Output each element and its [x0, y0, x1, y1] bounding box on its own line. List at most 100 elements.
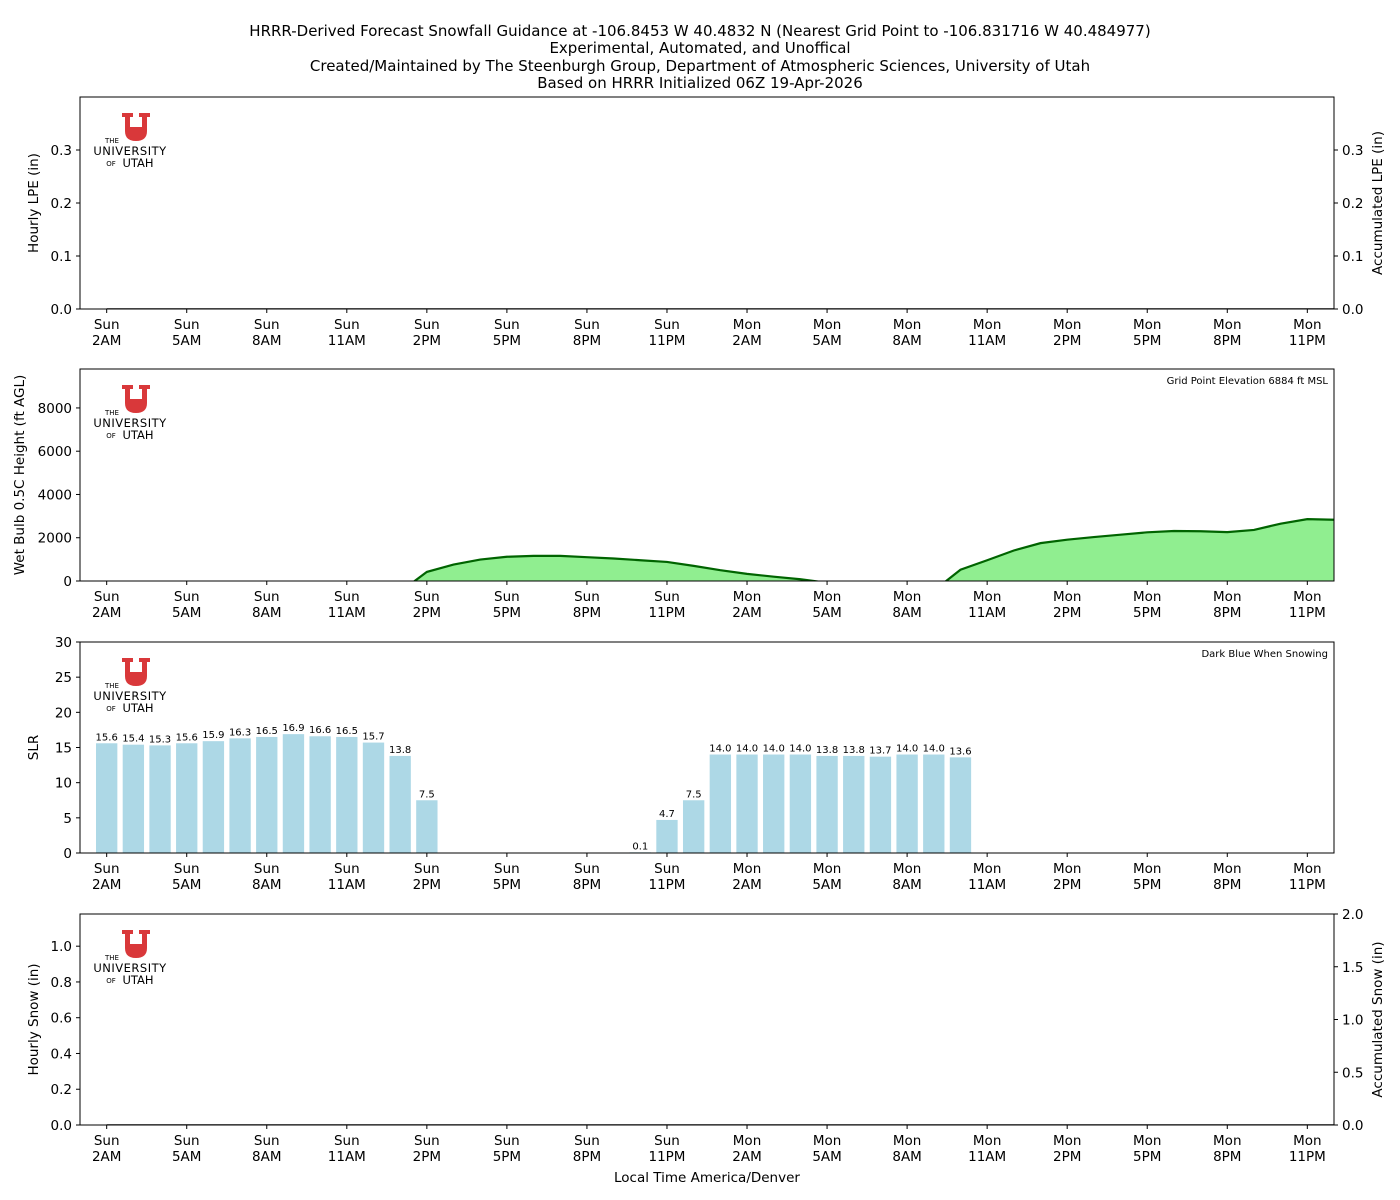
slr-bar [656, 819, 678, 853]
logo-of: OF [106, 432, 116, 440]
x-tick-day: Sun [494, 589, 520, 605]
x-tick-day: Sun [254, 861, 280, 877]
x-tick-day: Sun [94, 317, 120, 333]
x-tick-time: 2AM [92, 1149, 121, 1165]
x-tick-day: Mon [893, 589, 921, 605]
x-tick-day: Sun [654, 589, 680, 605]
x-tick-time: 11PM [1289, 1149, 1326, 1165]
x-tick-time: 2PM [1053, 1149, 1081, 1165]
x-tick-time: 2AM [732, 877, 761, 893]
slr-value-label: 13.7 [869, 746, 891, 757]
x-tick-day: Mon [893, 317, 921, 333]
y-tick-label: 30 [55, 635, 72, 651]
panel-lpe: Sun2AMSun5AMSun8AMSun11AMSun2PMSun5PMSun… [26, 96, 1386, 349]
x-tick-day: Mon [1053, 317, 1081, 333]
slr-bar [896, 754, 918, 853]
x-tick-day: Sun [574, 861, 600, 877]
x-tick-day: Mon [893, 861, 921, 877]
slr-bar [96, 743, 118, 853]
y-tick-right-label: 0.1 [1342, 249, 1363, 265]
slr-bar [336, 736, 358, 853]
x-tick-day: Mon [733, 861, 761, 877]
x-tick-time: 5AM [812, 1149, 841, 1165]
y-tick-label: 0.3 [51, 143, 72, 159]
lpe-y-label-right: Accumulated LPE (in) [1370, 131, 1386, 275]
wetbulb-annotation: Grid Point Elevation 6884 ft MSL [1167, 376, 1329, 387]
y-tick-label: 4000 [38, 487, 72, 503]
slr-value-label: 15.4 [122, 734, 144, 745]
logo-the: THE [104, 137, 119, 145]
x-tick-time: 2PM [1053, 333, 1081, 349]
x-tick-day: Mon [1293, 1133, 1321, 1149]
x-tick-day: Mon [813, 589, 841, 605]
x-tick-day: Mon [1053, 589, 1081, 605]
y-tick-right-label: 0.2 [1342, 196, 1363, 212]
x-tick-day: Sun [174, 589, 200, 605]
logo-of: OF [106, 977, 116, 985]
x-tick-day: Mon [1293, 861, 1321, 877]
x-tick-day: Mon [973, 861, 1001, 877]
x-tick-time: 2AM [732, 1149, 761, 1165]
x-tick-day: Sun [334, 861, 360, 877]
x-tick-day: Mon [1133, 589, 1161, 605]
x-tick-day: Mon [973, 1133, 1001, 1149]
x-tick-time: 8PM [1213, 877, 1241, 893]
slr-bar [816, 755, 838, 853]
slr-marks [96, 734, 972, 853]
x-tick-time: 11PM [1289, 877, 1326, 893]
x-tick-day: Mon [1213, 1133, 1241, 1149]
x-tick-day: Sun [94, 589, 120, 605]
x-tick-day: Mon [1213, 589, 1241, 605]
x-tick-time: 5PM [1133, 877, 1161, 893]
y-tick-right-label: 0.0 [1342, 1118, 1363, 1134]
x-tick-time: 2AM [92, 877, 121, 893]
logo-utah: UTAH [122, 428, 153, 442]
x-tick-time: 8PM [573, 333, 601, 349]
y-tick-label: 0.0 [51, 1118, 72, 1134]
slr-value-label: 16.6 [309, 725, 331, 736]
x-tick-time: 5AM [812, 333, 841, 349]
slr-bar [309, 736, 331, 853]
title-line-3: Created/Maintained by The Steenburgh Gro… [310, 57, 1090, 75]
slr-value-label: 16.5 [256, 726, 278, 737]
y-tick-label: 1.0 [51, 939, 72, 955]
x-tick-time: 11AM [968, 605, 1006, 621]
x-tick-day: Mon [1213, 861, 1241, 877]
slr-bar [763, 754, 785, 853]
x-tick-day: Sun [574, 589, 600, 605]
x-tick-time: 5AM [812, 877, 841, 893]
slr-bar [362, 742, 385, 853]
x-tick-day: Mon [813, 1133, 841, 1149]
x-tick-time: 11PM [648, 605, 685, 621]
y-tick-label: 8000 [38, 401, 72, 417]
wetbulb-area [106, 519, 1334, 581]
y-tick-label: 6000 [38, 444, 72, 460]
logo-utah: UTAH [122, 701, 153, 715]
logo-of: OF [106, 160, 116, 168]
x-tick-day: Mon [813, 317, 841, 333]
x-tick-time: 11AM [968, 1149, 1006, 1165]
x-tick-time: 5PM [493, 333, 521, 349]
slr-value-label: 13.8 [843, 745, 865, 756]
x-tick-time: 5PM [1133, 1149, 1161, 1165]
logo-university: UNIVERSITY [93, 416, 167, 430]
x-tick-time: 2AM [732, 333, 761, 349]
x-tick-time: 8AM [252, 333, 281, 349]
y-tick-right-label: 2.0 [1342, 907, 1363, 923]
logo-the: THE [104, 954, 119, 962]
y-tick-label: 2000 [38, 531, 72, 547]
y-tick-label: 20 [55, 705, 72, 721]
logo-the: THE [104, 409, 119, 417]
x-tick-time: 5PM [493, 877, 521, 893]
x-tick-time: 11PM [648, 333, 685, 349]
x-tick-time: 8PM [1213, 333, 1241, 349]
title-line-1: HRRR-Derived Forecast Snowfall Guidance … [249, 22, 1150, 40]
y-tick-right-label: 1.5 [1342, 960, 1363, 976]
x-tick-day: Mon [733, 317, 761, 333]
logo-university: UNIVERSITY [93, 961, 167, 975]
slr-bar [229, 738, 251, 853]
slr-bar [389, 755, 411, 853]
